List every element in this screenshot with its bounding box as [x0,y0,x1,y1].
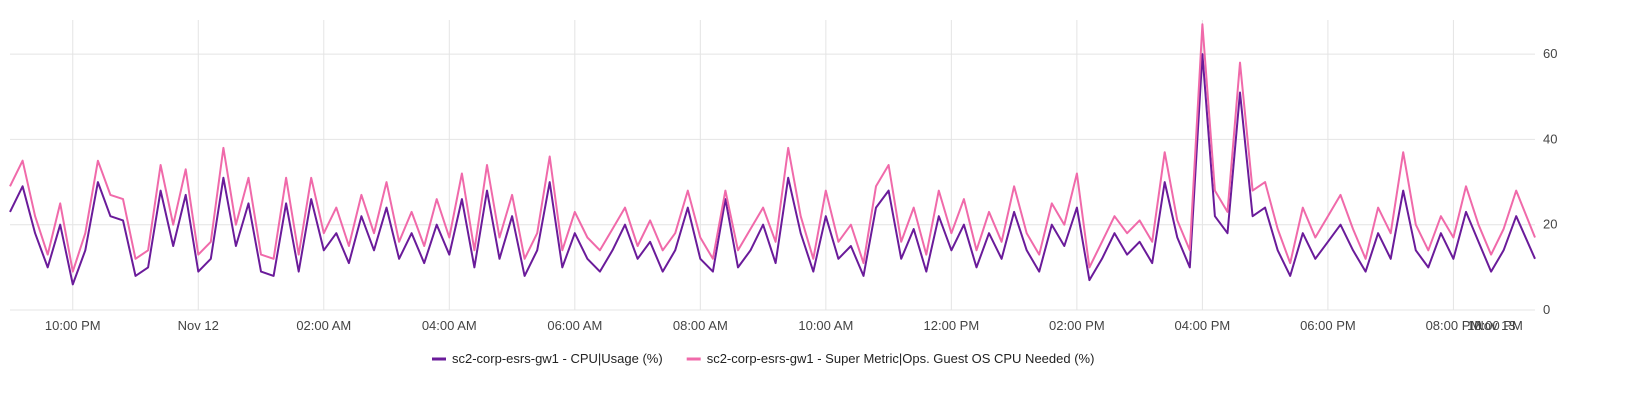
x-tick-label: Nov 13 [1474,318,1515,333]
x-tick-label: 02:00 AM [296,318,351,333]
x-tick-label: 10:00 PM [1467,318,1523,333]
x-tick-label: 10:00 AM [798,318,853,333]
x-tick-label: 04:00 AM [422,318,477,333]
x-tick-label: Nov 12 [178,318,219,333]
x-tick-label: 12:00 PM [924,318,980,333]
legend-item-1[interactable]: sc2-corp-esrs-gw1 - CPU|Usage (%) [432,351,663,366]
x-axis-ticks: 10:00 PM Nov 12 02:00 AM 04:00 AM 06:00 AM 08… [45,318,1523,333]
series-line-1 [9,53,1536,286]
series-line-2 [9,23,1536,273]
x-tick-label: 08:00 PM [1426,318,1482,333]
y-tick-label: 20 [1543,217,1557,232]
y-tick-label: 60 [1543,46,1557,61]
y-tick-label: 40 [1543,131,1557,146]
x-tick-label: 08:00 AM [673,318,728,333]
x-tick-label: 10:00 PM [45,318,101,333]
y-axis-ticks: 0 20 40 60 [1543,46,1557,317]
legend-item-2[interactable]: sc2-corp-esrs-gw1 - Super Metric|Ops. Gu… [686,351,1095,366]
y-tick-label: 0 [1543,302,1550,317]
x-tick-label: 06:00 AM [547,318,602,333]
grid-lines [10,20,1535,311]
series-lines [9,23,1536,286]
x-tick-label: 06:00 PM [1300,318,1356,333]
legend[interactable]: sc2-corp-esrs-gw1 - CPU|Usage (%) sc2-cor… [432,351,1094,366]
legend-label: sc2-corp-esrs-gw1 - CPU|Usage (%) [452,351,663,366]
x-tick-label: 04:00 PM [1175,318,1231,333]
legend-label: sc2-corp-esrs-gw1 - Super Metric|Ops. Gu… [707,351,1095,366]
x-tick-label: 02:00 PM [1049,318,1105,333]
